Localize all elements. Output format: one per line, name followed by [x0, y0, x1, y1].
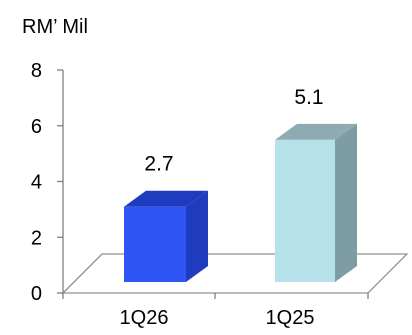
- labels: 2.7 1Q26 5.1 1Q25: [120, 86, 324, 329]
- bar-1Q26: [124, 190, 208, 282]
- y-axis-ticks: 0 2 4 6 8: [31, 60, 369, 305]
- bar-1Q25: [275, 123, 357, 283]
- bar-top-face: [124, 190, 208, 207]
- unit-label: RM’ Mil: [22, 16, 88, 38]
- bar-top-face: [275, 123, 357, 140]
- data-label: 5.1: [294, 86, 323, 109]
- floor-plane: [61, 253, 409, 294]
- y-tick-label: 4: [31, 172, 42, 194]
- x-tick-label: 1Q26: [120, 307, 169, 329]
- bar-side-face: [335, 123, 357, 283]
- bars: [124, 123, 357, 283]
- data-label: 2.7: [144, 153, 173, 176]
- y-tick-label: 8: [31, 60, 42, 82]
- x-tick-label: 1Q25: [266, 307, 315, 329]
- y-tick-label: 6: [31, 116, 42, 138]
- bar-side-face: [186, 190, 208, 282]
- y-tick-label: 2: [31, 227, 42, 249]
- y-tick-label: 0: [31, 283, 42, 305]
- chart-floor: [61, 253, 409, 294]
- bar-front-face: [124, 206, 186, 282]
- bar-front-face: [275, 139, 335, 282]
